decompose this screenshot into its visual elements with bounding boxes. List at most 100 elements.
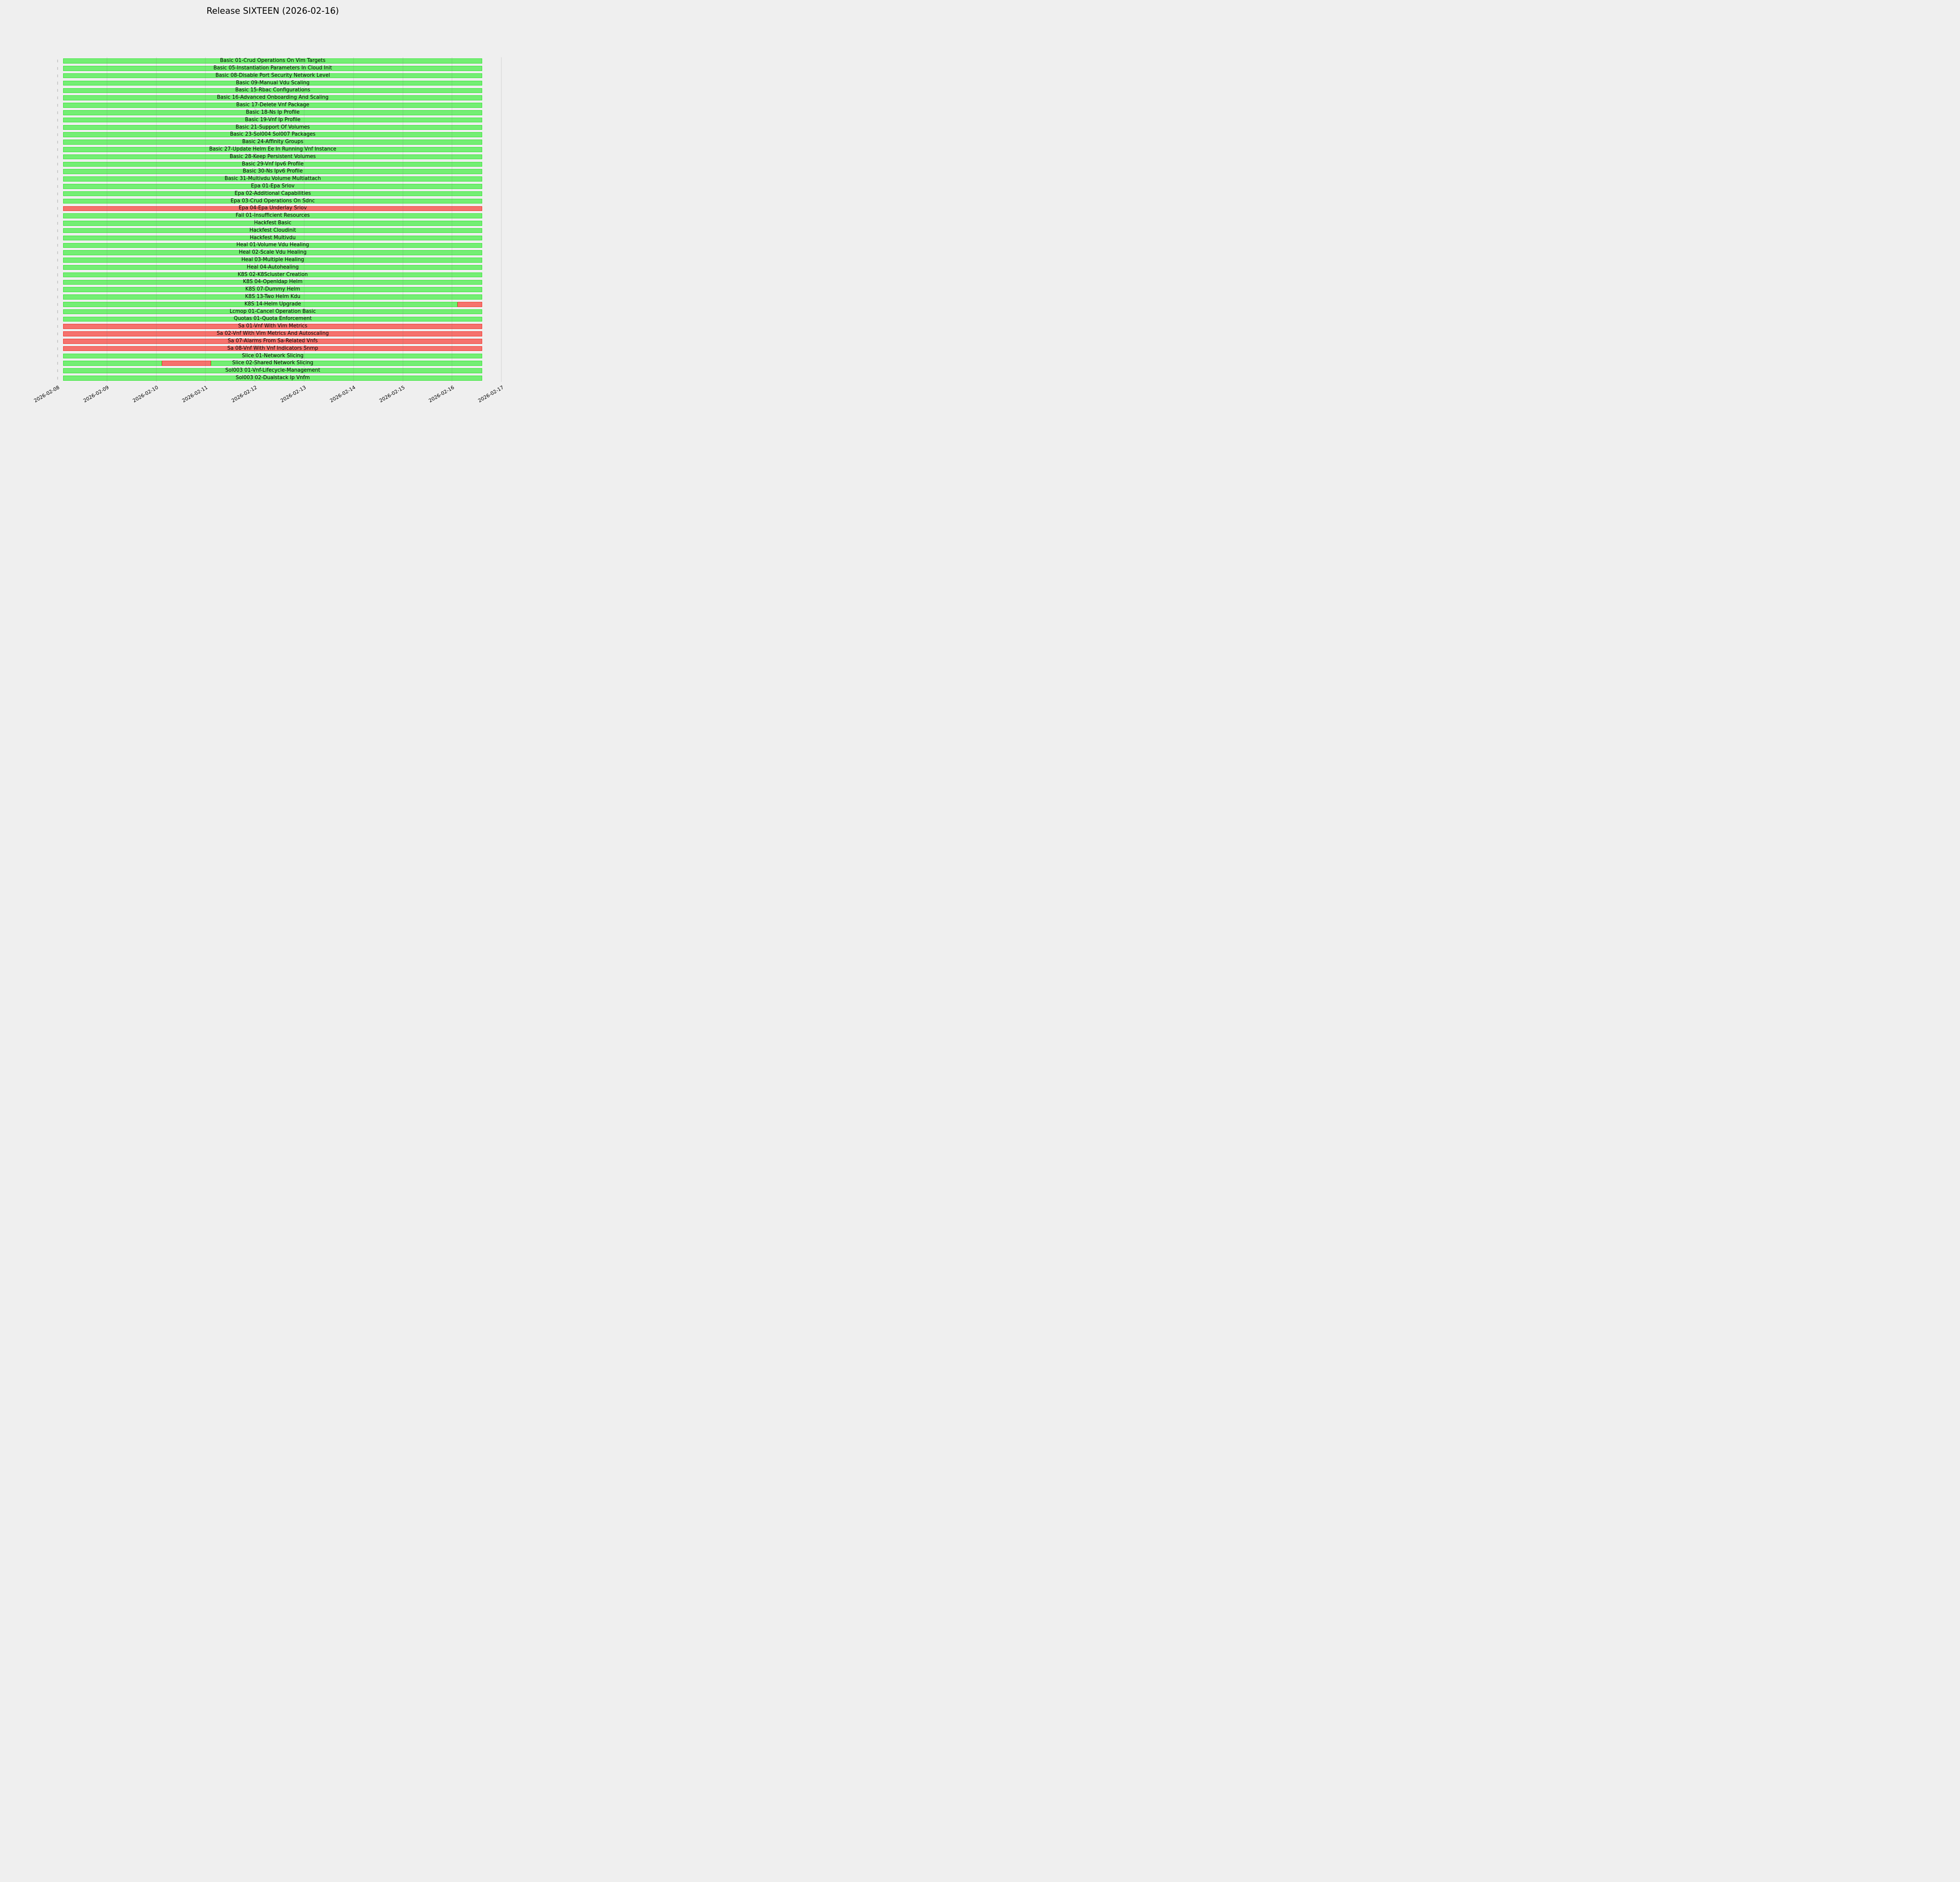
test-label: Basic 21-Support Of Volumes [236,124,310,130]
x-axis-tick-label: 2026-02-15 [378,384,406,404]
y-tick-dash [57,354,58,358]
y-tick-dash [57,251,58,254]
test-label: Heal 01-Volume Vdu Healing [236,242,309,248]
chart-title: Release SIXTEEN (2026-02-16) [206,6,339,16]
y-tick-dash [57,148,58,151]
test-bar-segment-pass [63,110,483,115]
gridline [353,57,354,382]
test-bar-segment-pass [63,73,483,78]
gantt-row: Basic 21-Support Of Volumes [42,124,503,131]
test-bar-segment-pass [63,294,483,300]
test-label: Sol003 02-Dualstack Ip Vnfm [236,374,310,381]
test-label: Basic 01-Crud Operations On Vim Targets [220,58,326,64]
test-bar-segment-fail [162,361,211,366]
test-bar-segment-pass [63,250,483,255]
gantt-row: K8S 13-Two Helm Kdu [42,293,503,301]
y-tick-dash [57,82,58,85]
gantt-row: Basic 09-Manual Vdu Scaling [42,80,503,87]
y-tick-dash [57,67,58,70]
test-bar-segment-pass [63,265,483,270]
test-label: Slice 01-Network Slicing [242,352,304,359]
test-bar-segment-fail [457,302,483,307]
gantt-row: Hackfest Multivdu [42,234,503,242]
test-bar-segment-pass [63,376,483,381]
y-tick-dash [57,369,58,372]
test-bar-segment-pass [63,353,483,359]
y-tick-dash [57,170,58,173]
gantt-row: Basic 15-Rbac Configurations [42,87,503,94]
gantt-row: Heal 01-Volume Vdu Healing [42,242,503,249]
y-tick-dash [57,244,58,247]
test-bar-segment-pass [63,154,483,160]
y-tick-dash [57,295,58,299]
test-label: Hackfest Basic [254,220,292,226]
gantt-row: Basic 01-Crud Operations On Vim Targets [42,57,503,65]
test-bar-segment-pass [63,258,483,263]
gantt-row: Fail 01-Insufficient Resources [42,212,503,220]
x-axis-tick-label: 2026-02-11 [181,384,209,404]
test-bar-segment-pass [63,198,483,204]
gridline [501,57,502,382]
test-label: Basic 08-Disable Port Security Network L… [215,72,330,78]
gantt-row: Epa 02-Additional Capabilities [42,190,503,198]
gantt-row: Sa 01-Vnf With Vim Metrics [42,323,503,330]
test-label: Basic 18-Ns Ip Profile [246,109,300,115]
test-label: Basic 31-Multivdu Volume Multiattach [224,176,321,182]
y-tick-dash [57,318,58,321]
test-label: Sa 08-Vnf With Vnf Indicators Snmp [227,345,318,351]
gantt-row: Basic 16-Advanced Onboarding And Scaling [42,94,503,102]
test-label: Fail 01-Insufficient Resources [236,213,310,219]
test-label: Basic 30-Ns Ipv6 Profile [243,168,303,174]
test-bar-segment-pass [63,147,483,152]
gantt-row: Basic 19-Vnf Ip Profile [42,116,503,124]
test-label: K8S 04-Openldap Helm [243,279,303,285]
test-label: Quotas 01-Quota Enforcement [234,316,312,322]
y-tick-dash [57,185,58,188]
test-label: Basic 15-Rbac Configurations [235,87,310,93]
test-label: Sa 07-Alarms From Sa-Related Vnfs [227,338,318,344]
gantt-row: Sol003 01-Vnf-Lifecycle-Management [42,367,503,374]
test-label: Basic 17-Delete Vnf Package [236,102,309,108]
test-label: Sol003 01-Vnf-Lifecycle-Management [225,367,320,374]
gantt-row: K8S 04-Openldap Helm [42,278,503,286]
test-label: Epa 02-Additional Capabilities [234,190,311,196]
x-axis-tick-label: 2026-02-08 [33,384,61,404]
test-bar-segment-pass [63,58,483,64]
test-bar-segment-pass [63,176,483,182]
test-label: Basic 19-Vnf Ip Profile [245,116,301,123]
test-label: K8S 02-K8Scluster Creation [238,271,308,278]
y-tick-dash [57,126,58,129]
test-bar-segment-fail [63,324,483,329]
test-bar-segment-pass [63,117,483,123]
gantt-row: K8S 07-Dummy Helm [42,286,503,293]
y-tick-dash [57,229,58,232]
test-bar-segment-pass [63,302,458,307]
test-bar-segment-pass [63,213,483,218]
y-tick-dash [57,140,58,144]
gantt-row: Sa 02-Vnf With Vim Metrics And Autoscali… [42,330,503,338]
y-tick-dash [57,310,58,313]
y-tick-dash [57,236,58,240]
gantt-row: K8S 02-K8Scluster Creation [42,271,503,279]
gantt-row: Heal 03-Multiple Healing [42,256,503,264]
y-tick-dash [57,347,58,350]
gantt-row: Basic 18-Ns Ip Profile [42,109,503,116]
test-label: Basic 24-Affinity Groups [242,139,303,145]
gantt-row: Sa 08-Vnf With Vnf Indicators Snmp [42,345,503,352]
test-label: Sa 01-Vnf With Vim Metrics [238,323,307,329]
test-bar-segment-fail [63,206,483,211]
test-label: K8S 07-Dummy Helm [245,286,300,292]
gantt-row: Epa 01-Epa Sriov [42,183,503,190]
gantt-row: Slice 01-Network Slicing [42,352,503,360]
gantt-row: Hackfest Basic [42,220,503,227]
plot-area: Basic 01-Crud Operations On Vim Targets B… [42,57,503,382]
test-bar-segment-pass [63,228,483,233]
test-label: Basic 29-Vnf Ipv6 Profile [242,161,304,167]
gantt-row: Lcmop 01-Cancel Operation Basic [42,308,503,316]
y-tick-dash [57,118,58,122]
test-label: Epa 01-Epa Sriov [251,183,295,189]
gantt-row: Sol003 02-Dualstack Ip Vnfm [42,374,503,382]
gantt-row: Basic 31-Multivdu Volume Multiattach [42,175,503,183]
y-tick-dash [57,362,58,365]
y-tick-dash [57,177,58,181]
